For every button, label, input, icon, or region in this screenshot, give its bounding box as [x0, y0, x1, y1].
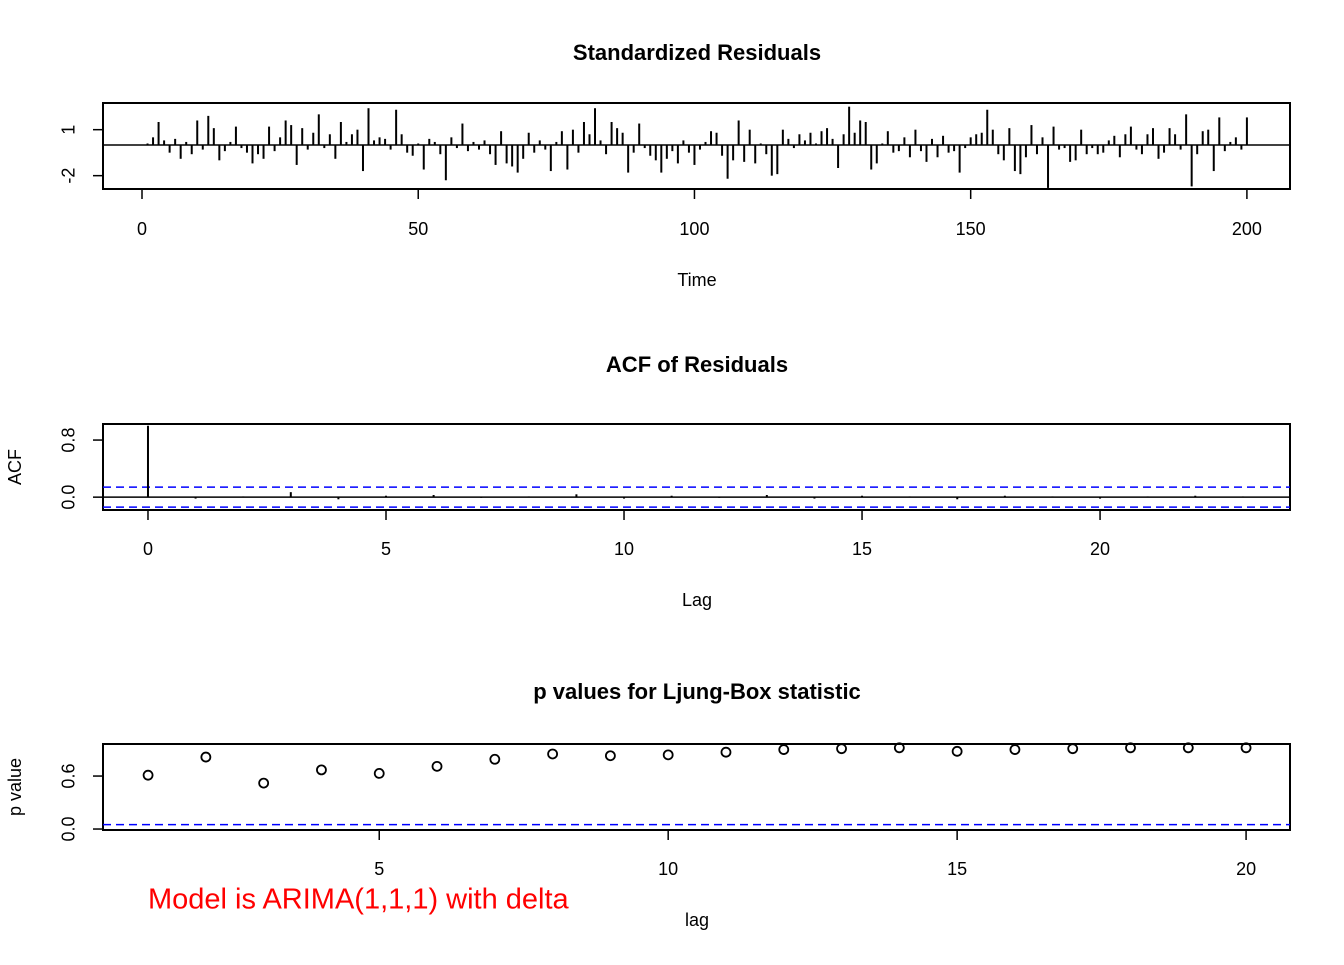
x-tick-label: 15 — [947, 859, 967, 879]
point — [431, 760, 443, 772]
x-tick-label: 0 — [143, 539, 153, 559]
y-tick-label: 0.0 — [59, 485, 79, 510]
x-tick-label: 10 — [614, 539, 634, 559]
x-tick-label: 0 — [137, 219, 147, 239]
x-tick-label: 15 — [852, 539, 872, 559]
point — [1009, 744, 1021, 755]
point — [142, 769, 154, 781]
x-tick-label: 100 — [679, 219, 709, 239]
x-axis-label: Lag — [682, 590, 712, 610]
x-tick-label: 20 — [1236, 859, 1256, 879]
x-tick-label: 5 — [381, 539, 391, 559]
point — [373, 768, 385, 779]
y-tick-label: 0.8 — [59, 428, 79, 453]
point — [604, 750, 616, 762]
point — [836, 743, 847, 755]
annotation: Model is ARIMA(1,1,1) with delta — [148, 884, 570, 916]
chart-title: Standardized Residuals — [573, 40, 821, 65]
point — [547, 748, 559, 760]
x-tick-label: 5 — [374, 859, 384, 879]
y-axis-label: ACF — [5, 449, 25, 485]
plot-frame — [102, 743, 1291, 831]
chart-title: ACF of Residuals — [606, 352, 788, 377]
x-tick-label: 50 — [408, 219, 428, 239]
point — [1240, 742, 1252, 754]
point — [893, 742, 905, 754]
y-tick-label: 1 — [59, 125, 79, 135]
x-tick-label: 200 — [1232, 219, 1262, 239]
x-axis-label: Time — [677, 270, 716, 290]
y-tick-label: 0.0 — [59, 817, 79, 842]
plot-frame — [102, 102, 1291, 190]
point — [1067, 743, 1079, 755]
y-tick-label: 0.6 — [59, 764, 79, 789]
chart-title: p values for Ljung-Box statistic — [533, 679, 861, 704]
plot-frame — [102, 423, 1291, 511]
y-axis-label: p value — [5, 758, 25, 816]
point — [720, 746, 732, 758]
point — [1182, 742, 1194, 754]
x-tick-label: 150 — [956, 219, 986, 239]
point — [316, 764, 327, 776]
x-tick-label: 20 — [1090, 539, 1110, 559]
y-tick-label: -2 — [59, 168, 79, 184]
point — [489, 753, 501, 765]
x-tick-label: 10 — [658, 859, 678, 879]
point — [951, 745, 963, 757]
point — [662, 749, 674, 761]
x-axis-label: lag — [685, 910, 709, 930]
point — [200, 751, 212, 763]
point — [778, 744, 790, 755]
point — [1125, 742, 1136, 754]
point — [258, 777, 270, 789]
